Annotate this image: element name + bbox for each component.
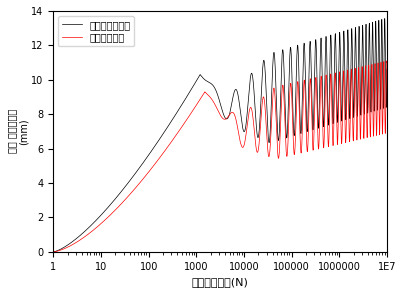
강성보강옹벽 xyxy=(51,250,56,253)
Legend: 블록식보강옹벽, 강성보강옹벽: 블록식보강옹벽, 강성보강옹벽 xyxy=(58,16,135,46)
강성보강옹벽 xyxy=(363,70,368,73)
강성보강옹벽 xyxy=(134,185,139,188)
Line: 블록식보강옹벽: 블록식보강옹벽 xyxy=(54,19,387,252)
Y-axis label: 레일 누적침하량
(mm): 레일 누적침하량 (mm) xyxy=(7,109,29,153)
강성보강옹벽 xyxy=(384,60,389,64)
블록식보강옹벽 xyxy=(51,250,56,253)
블록식보강옹벽 xyxy=(363,64,368,67)
블록식보강옹벽 xyxy=(253,106,258,109)
X-axis label: 반복재하횟수(N): 반복재하횟수(N) xyxy=(192,277,249,287)
블록식보강옹벽 xyxy=(384,67,389,71)
강성보강옹벽 xyxy=(384,59,389,63)
강성보강옹벽 xyxy=(290,105,295,108)
강성보강옹벽 xyxy=(265,144,270,147)
블록식보강옹벽 xyxy=(209,82,214,85)
강성보강옹벽 xyxy=(209,97,214,100)
블록식보강옹벽 xyxy=(382,17,387,20)
블록식보강옹벽 xyxy=(290,81,295,84)
블록식보강옹벽 xyxy=(265,121,270,125)
강성보강옹벽 xyxy=(253,137,258,141)
Line: 강성보강옹벽: 강성보강옹벽 xyxy=(54,61,387,252)
블록식보강옹벽 xyxy=(134,170,139,173)
